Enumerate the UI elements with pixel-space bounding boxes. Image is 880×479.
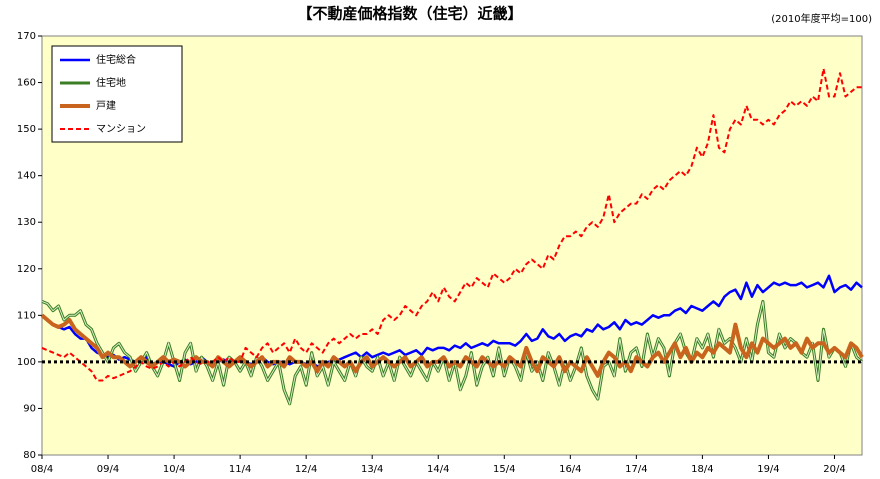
x-tick-label: 20/4 (823, 464, 845, 475)
x-tick-label: 11/4 (229, 464, 251, 475)
y-tick-label: 90 (23, 403, 36, 414)
x-tick-label: 12/4 (295, 464, 317, 475)
x-tick-label: 09/4 (97, 464, 119, 475)
x-tick-label: 19/4 (757, 464, 779, 475)
y-tick-label: 120 (17, 264, 36, 275)
legend-label: 戸建 (96, 99, 116, 112)
chart-subtitle: (2010年度平均=100) (771, 12, 872, 25)
legend-label: 住宅総合 (96, 53, 136, 66)
x-tick-label: 13/4 (361, 464, 383, 475)
y-tick-label: 160 (17, 78, 36, 89)
y-tick-label: 140 (17, 171, 36, 182)
legend-box (51, 45, 183, 143)
y-tick-label: 80 (23, 450, 36, 461)
series-line (41, 67, 862, 382)
series-line-inner (41, 300, 863, 406)
x-tick-label: 16/4 (559, 464, 581, 475)
x-tick-label: 17/4 (625, 464, 647, 475)
y-tick-label: 130 (17, 217, 36, 228)
series-line (40, 313, 864, 378)
x-tick-label: 15/4 (493, 464, 515, 475)
x-tick-label: 14/4 (427, 464, 449, 475)
y-tick-label: 150 (17, 124, 36, 135)
legend-label: 住宅地 (96, 76, 126, 89)
y-tick-label: 170 (17, 31, 36, 42)
chart-title: 【不動産価格指数（住宅）近畿】 (297, 5, 522, 23)
x-tick-label: 08/4 (31, 464, 53, 475)
legend-label: マンション (96, 124, 146, 135)
x-tick-label: 18/4 (691, 464, 713, 475)
y-tick-label: 110 (17, 310, 36, 321)
y-tick-label: 100 (17, 357, 36, 368)
x-tick-label: 10/4 (163, 464, 185, 475)
